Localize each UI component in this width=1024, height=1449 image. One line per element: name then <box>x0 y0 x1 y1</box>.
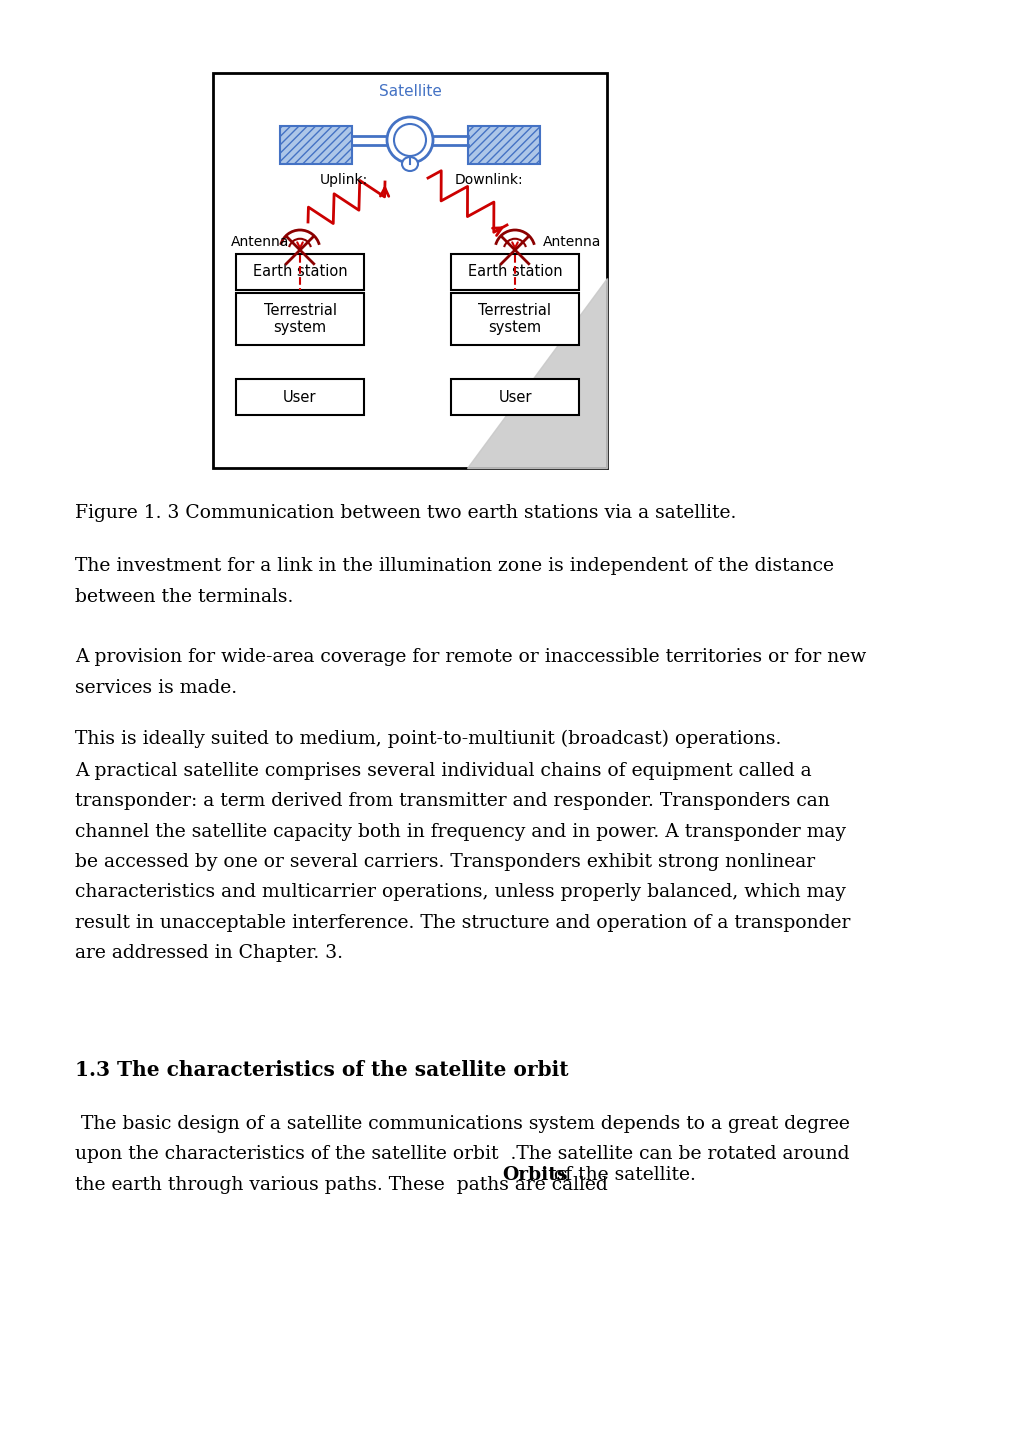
FancyBboxPatch shape <box>468 126 540 164</box>
Text: Orbits: Orbits <box>503 1166 568 1184</box>
Text: of the satellite.: of the satellite. <box>549 1166 696 1184</box>
Text: Antenna: Antenna <box>543 235 601 249</box>
Text: Antenna: Antenna <box>231 235 290 249</box>
Text: The basic design of a satellite communications system depends to a great degree
: The basic design of a satellite communic… <box>75 1114 850 1194</box>
Text: Terrestrial
system: Terrestrial system <box>263 303 337 335</box>
Text: Uplink:: Uplink: <box>319 172 369 187</box>
Text: A practical satellite comprises several individual chains of equipment called a
: A practical satellite comprises several … <box>75 762 850 962</box>
FancyBboxPatch shape <box>280 126 352 164</box>
Text: User: User <box>499 390 531 404</box>
Text: A provision for wide-area coverage for remote or inaccessible territories or for: A provision for wide-area coverage for r… <box>75 648 866 697</box>
Polygon shape <box>467 278 607 468</box>
Text: Downlink:: Downlink: <box>455 172 523 187</box>
Bar <box>213 72 607 468</box>
Text: This is ideally suited to medium, point-to-multiunit (broadcast) operations.: This is ideally suited to medium, point-… <box>75 730 781 748</box>
Bar <box>236 380 364 414</box>
Ellipse shape <box>394 125 426 156</box>
Text: The investment for a link in the illumination zone is independent of the distanc: The investment for a link in the illumin… <box>75 556 834 606</box>
Text: User: User <box>284 390 316 404</box>
Bar <box>451 380 579 414</box>
Bar <box>451 254 579 290</box>
Ellipse shape <box>387 117 433 162</box>
Text: Earth station: Earth station <box>468 265 562 280</box>
Text: Figure 1. 3 Communication between two earth stations via a satellite.: Figure 1. 3 Communication between two ea… <box>75 504 736 522</box>
Bar <box>236 254 364 290</box>
Text: 1.3 The characteristics of the satellite orbit: 1.3 The characteristics of the satellite… <box>75 1061 568 1080</box>
Ellipse shape <box>402 156 418 171</box>
Bar <box>451 293 579 345</box>
Text: Terrestrial
system: Terrestrial system <box>478 303 552 335</box>
Text: Earth station: Earth station <box>253 265 347 280</box>
Bar <box>236 293 364 345</box>
Text: Satellite: Satellite <box>379 84 441 100</box>
